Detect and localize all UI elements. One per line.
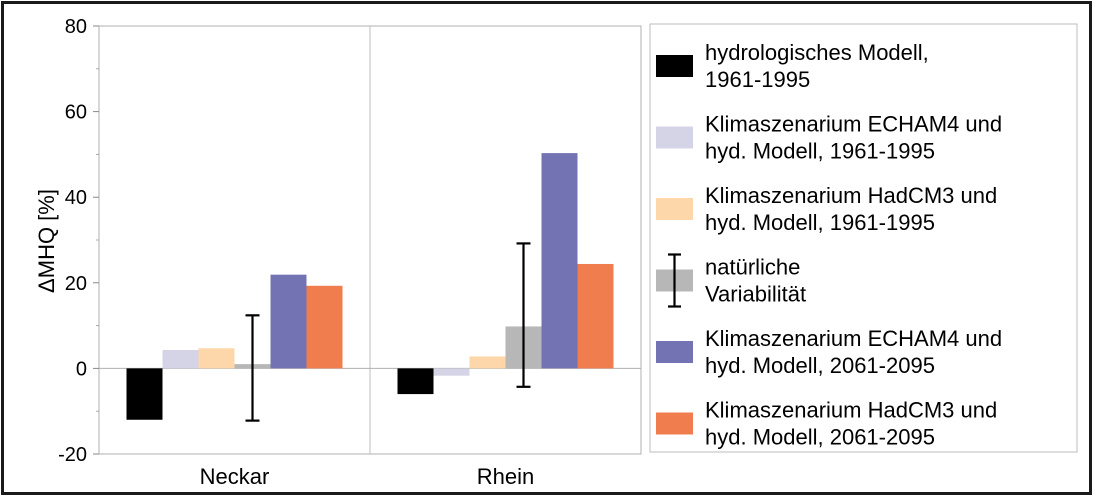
y-axis-label: ΔMHQ [%] [34,189,59,293]
y-tick-label: 60 [65,102,87,124]
bar [198,348,235,369]
legend-label: Klimaszenarium HadCM3 und [705,183,997,208]
y-tick-label: 20 [65,273,87,295]
legend-swatch [656,55,693,77]
legend-label: hyd. Modell, 2061-2095 [705,425,935,450]
legend-label: Klimaszenarium ECHAM4 und [705,326,1002,351]
bar [433,368,470,376]
legend-swatch [656,412,693,435]
bar [126,368,163,420]
bar [306,285,343,369]
legend-label: hyd. Modell, 1961-1995 [705,210,935,235]
y-tick-label: -20 [58,444,87,466]
legend-swatch [656,198,693,220]
bar [577,263,614,369]
legend-label: hyd. Modell, 2061-2095 [705,353,935,378]
legend: hydrologisches Modell,1961-1995 Klimaszen… [649,23,1078,453]
legend-label: Klimaszenarium HadCM3 und [705,398,997,423]
legend-swatch [656,341,693,363]
bar [270,274,307,369]
legend-label: hydrologisches Modell, [705,40,929,65]
legend-label: Variabilität [705,282,806,307]
category-label: Neckar [200,464,270,489]
legend-box [649,23,1078,453]
plot-area: -20 0 20 40 60 80 Neckar Rhein [58,16,642,489]
bar [469,356,506,369]
category-label: Rhein [477,464,534,489]
y-tick-label: 80 [65,16,87,38]
bar [162,349,199,369]
y-tick-label: 0 [76,358,87,380]
legend-swatch [656,126,693,149]
legend-label: 1961-1995 [705,67,810,92]
legend-label: natürliche [705,255,800,280]
y-tick-label: 40 [65,187,87,209]
legend-label: hyd. Modell, 1961-1995 [705,139,935,164]
bar [541,153,578,369]
legend-label: Klimaszenarium ECHAM4 und [705,112,1002,137]
bar [397,368,434,395]
legend-item: hydrologisches Modell,1961-1995 [656,40,929,92]
